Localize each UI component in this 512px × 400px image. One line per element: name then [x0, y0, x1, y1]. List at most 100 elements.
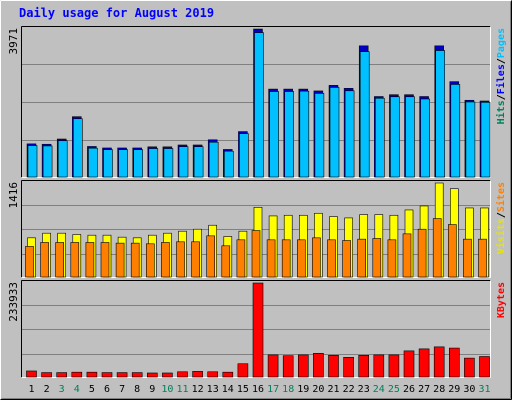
x-tick-label-day-14: 14: [222, 384, 234, 395]
x-tick-label-day-15: 15: [237, 384, 249, 395]
x-tick-label-day-17: 17: [267, 384, 279, 395]
bar-sites-day-3: [55, 242, 65, 278]
bar-pages-day-24: [374, 97, 385, 178]
panel-top: 3971 Hits/Files/Pages: [7, 26, 507, 178]
panel-top-bars: [26, 28, 491, 178]
bar-kbytes-day-29: [448, 347, 460, 378]
x-tick-label-day-1: 1: [28, 384, 34, 395]
panel-top-max-label: 3971: [7, 28, 20, 55]
bar-sites-day-11: [176, 241, 185, 278]
legend-entry: Sites: [495, 182, 507, 212]
bar-sites-day-13: [206, 235, 215, 278]
x-tick-label-day-9: 9: [149, 384, 155, 395]
bar-kbytes-day-30: [464, 357, 475, 378]
legend-entry: /: [496, 58, 507, 64]
x-tick-label-day-27: 27: [418, 384, 430, 395]
x-tick-label-day-23: 23: [358, 384, 370, 395]
x-tick-label-day-25: 25: [388, 384, 400, 395]
bar-sites-day-4: [70, 242, 80, 278]
x-tick-label-day-5: 5: [89, 384, 95, 395]
x-tick-label-day-2: 2: [44, 384, 50, 395]
bar-sites-day-24: [372, 238, 382, 278]
bar-pages-day-23: [359, 51, 370, 178]
bar-kbytes-day-9: [147, 372, 158, 378]
bar-kbytes-day-10: [162, 372, 173, 378]
x-tick-label-day-24: 24: [373, 384, 385, 395]
bar-kbytes-day-7: [116, 372, 128, 378]
bar-pages-day-12: [193, 146, 204, 178]
legend-entry: /: [496, 94, 507, 100]
bar-kbytes-day-31: [479, 356, 490, 378]
bar-sites-day-29: [447, 224, 457, 278]
bar-kbytes-day-1: [26, 370, 37, 378]
x-tick-label-day-11: 11: [176, 384, 188, 395]
panel-bottom-max-label: 233933: [7, 282, 20, 322]
bar-sites-day-26: [402, 233, 412, 278]
bar-sites-day-20: [312, 237, 321, 278]
bar-kbytes-day-22: [343, 357, 354, 378]
bar-pages-day-9: [148, 148, 159, 178]
x-axis-tick-labels: 1 2 3 4 5 6 7 8 9 10 11 12 13 14 15 16 17 18 19 20 21 22 23 24 2…: [28, 384, 490, 395]
bar-pages-day-29: [450, 84, 461, 178]
bar-pages-day-3: [57, 140, 68, 178]
x-tick-label-day-6: 6: [104, 384, 110, 395]
bar-pages-day-16: [254, 32, 264, 178]
bar-kbytes-day-12: [192, 371, 203, 378]
bar-sites-day-1: [25, 246, 34, 278]
bar-kbytes-day-21: [328, 355, 339, 378]
panel-middle-legend: Visits/Sites: [495, 182, 507, 254]
bar-sites-day-8: [130, 242, 140, 278]
bar-sites-day-18: [281, 239, 291, 278]
panel-bottom-legend: KBytes: [496, 282, 507, 318]
x-tick-label-day-26: 26: [403, 384, 415, 395]
bar-kbytes-day-20: [313, 352, 324, 378]
bar-kbytes-day-19: [297, 354, 309, 378]
legend-entry: Files: [495, 64, 507, 94]
bar-kbytes-day-3: [56, 372, 68, 378]
x-tick-label-day-12: 12: [192, 384, 204, 395]
bar-kbytes-day-8: [131, 372, 143, 378]
bar-sites-day-7: [115, 242, 125, 278]
bar-pages-day-1: [27, 145, 38, 178]
bar-pages-day-20: [314, 93, 325, 178]
chart-title: Daily usage for August 2019: [19, 6, 214, 20]
panel-middle-bars: [25, 182, 489, 278]
x-tick-label-day-22: 22: [343, 384, 355, 395]
bar-sites-day-28: [432, 218, 442, 278]
bar-sites-day-30: [463, 238, 472, 278]
bar-kbytes-day-16: [252, 282, 264, 378]
bar-sites-day-14: [221, 245, 231, 278]
bar-kbytes-day-26: [403, 350, 415, 378]
bar-sites-day-23: [357, 238, 367, 278]
x-tick-label-day-7: 7: [119, 384, 125, 395]
bar-pages-day-30: [465, 101, 476, 178]
bar-kbytes-day-28: [433, 346, 445, 378]
bar-pages-day-7: [118, 149, 128, 178]
bar-sites-day-22: [342, 240, 351, 278]
bar-kbytes-day-17: [267, 354, 279, 378]
bar-pages-day-2: [42, 145, 53, 178]
bar-kbytes-day-27: [418, 348, 430, 378]
bar-sites-day-6: [100, 242, 110, 278]
bar-pages-day-10: [163, 148, 174, 178]
bar-sites-day-16: [251, 230, 261, 278]
bar-kbytes-day-5: [86, 371, 98, 378]
bar-pages-day-26: [405, 96, 415, 178]
bar-sites-day-5: [85, 242, 95, 278]
bar-pages-day-19: [299, 90, 310, 178]
bar-kbytes-day-15: [237, 363, 249, 378]
bar-kbytes-day-14: [222, 371, 234, 378]
panel-bottom-bars: [26, 282, 490, 378]
x-tick-label-day-20: 20: [312, 384, 324, 395]
x-tick-label-day-16: 16: [252, 384, 264, 395]
bar-kbytes-day-11: [177, 371, 188, 378]
x-tick-label-day-4: 4: [74, 384, 80, 395]
bar-pages-day-11: [178, 146, 189, 178]
bar-kbytes-day-4: [71, 371, 83, 378]
bar-sites-day-17: [266, 239, 276, 278]
x-tick-label-day-8: 8: [134, 384, 140, 395]
bar-pages-day-18: [284, 91, 295, 178]
panel-top-legend: Hits/Files/Pages: [495, 28, 507, 124]
x-tick-label-day-3: 3: [59, 384, 65, 395]
